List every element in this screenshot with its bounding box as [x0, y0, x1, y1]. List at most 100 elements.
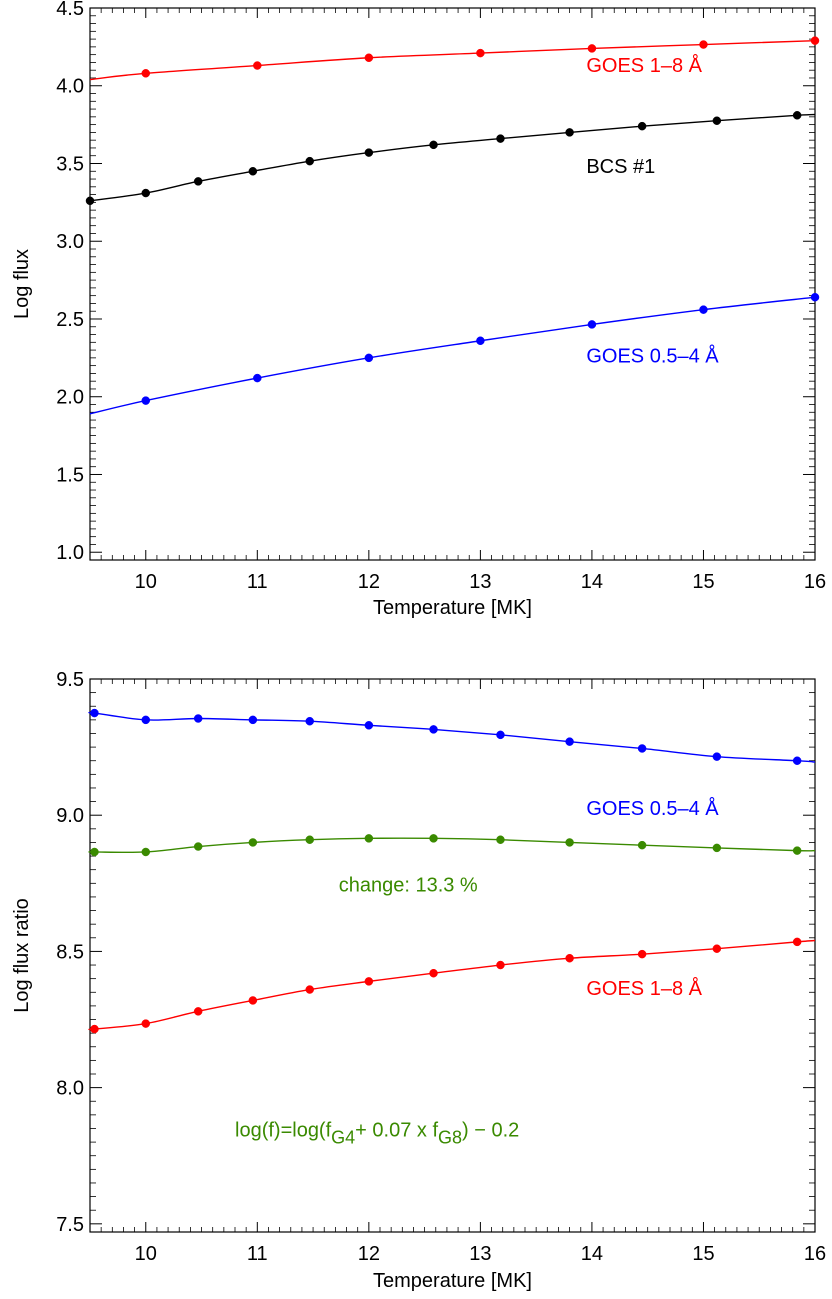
plot-frame: [89, 7, 816, 561]
x-tick-label: 15: [692, 571, 714, 593]
data-point: [364, 353, 374, 363]
data-point: [141, 1019, 151, 1028]
x-tick-label: 12: [358, 571, 380, 593]
annotation-label: BCS #1: [586, 156, 655, 178]
data-point: [305, 156, 314, 166]
data-point: [429, 834, 438, 843]
data-point: [364, 834, 374, 843]
data-point: [712, 843, 722, 853]
y-axis-label: Log flux: [11, 249, 33, 319]
annotation-label: GOES 1–8 Å: [586, 54, 702, 77]
data-point: [364, 148, 374, 157]
data-point: [810, 36, 820, 45]
x-tick-label: 14: [581, 571, 603, 593]
annotation-label: GOES 1–8 Å: [586, 977, 702, 1000]
data-point: [364, 721, 374, 730]
data-point: [565, 128, 574, 137]
data-point: [141, 69, 151, 78]
annotation-label: GOES 0.5–4 Å: [586, 797, 719, 820]
data-point: [253, 61, 262, 70]
x-tick-label: 10: [135, 1243, 157, 1265]
annotation-label: GOES 0.5–4 Å: [586, 345, 719, 368]
y-tick-label: 4.5: [56, 0, 84, 20]
y-tick-label: 3.5: [56, 153, 84, 175]
data-point: [90, 1024, 99, 1034]
data-point: [565, 953, 574, 963]
x-tick-label: 13: [469, 1243, 491, 1265]
data-point: [90, 847, 99, 857]
data-point: [699, 305, 708, 314]
data-point: [792, 937, 802, 947]
y-tick-label: 1.0: [56, 542, 84, 564]
formula-subscript: G4: [331, 1128, 355, 1148]
data-point: [810, 292, 820, 302]
data-point: [193, 714, 203, 723]
series: [88, 834, 816, 857]
series-line: [89, 113, 816, 202]
series: [88, 937, 816, 1034]
data-point: [496, 730, 505, 740]
data-point: [712, 116, 722, 125]
x-tick-label: 11: [247, 571, 268, 593]
data-point: [637, 840, 647, 850]
data-point: [712, 944, 722, 953]
y-tick-label: 8.5: [56, 941, 84, 963]
series: [89, 36, 820, 81]
x-tick-label: 12: [358, 1243, 380, 1265]
series-line: [88, 939, 816, 1031]
formula-part: ) − 0.2: [462, 1120, 519, 1142]
flux-panel: 10 11 12 13 14 15 16 1.0 1.5 2.0 2.5 3.0 3.5 4.0 4.5 Te…: [11, 0, 826, 619]
data-point: [792, 111, 802, 120]
series-line: [88, 711, 816, 763]
formula-subscript: G8: [438, 1128, 462, 1148]
x-tick-label: 15: [692, 1243, 714, 1265]
series-line: [89, 296, 816, 415]
data-point: [193, 1007, 203, 1016]
x-tick-label: 16: [804, 1243, 826, 1265]
data-point: [587, 320, 597, 329]
series: [89, 292, 820, 415]
data-point: [364, 53, 374, 63]
data-point: [637, 949, 647, 959]
data-point: [193, 842, 203, 851]
data-point: [565, 838, 574, 847]
series: [85, 111, 816, 206]
x-tick-label: 13: [469, 571, 491, 593]
data-point: [429, 968, 438, 978]
x-axis-label: Temperature [MK]: [373, 1270, 532, 1292]
data-point: [496, 960, 505, 970]
formula-part: log(f)=log(f: [235, 1120, 332, 1142]
series-line: [88, 837, 816, 854]
data-point: [248, 838, 258, 847]
data-point: [496, 134, 505, 143]
data-point: [429, 140, 438, 150]
data-point: [792, 846, 802, 855]
data-point: [248, 167, 258, 176]
data-point: [305, 835, 314, 844]
data-point: [305, 716, 314, 726]
y-tick-label: 2.5: [56, 309, 84, 331]
y-tick-label: 3.0: [56, 231, 84, 253]
data-point: [476, 48, 485, 58]
y-tick-label: 4.0: [56, 76, 84, 98]
data-point: [193, 177, 203, 186]
data-point: [85, 196, 95, 206]
data-point: [253, 373, 262, 383]
series-line: [89, 39, 816, 81]
formula-part: + 0.07 x f: [355, 1120, 438, 1142]
data-point: [305, 985, 314, 994]
data-point: [364, 977, 374, 986]
data-point: [141, 396, 151, 405]
data-point: [496, 835, 505, 844]
y-axis-label: Log flux ratio: [11, 898, 33, 1013]
data-point: [637, 744, 647, 753]
x-tick-label: 11: [247, 1243, 268, 1265]
data-point: [712, 752, 722, 761]
y-tick-label: 9.0: [56, 805, 84, 827]
plot-frame: [89, 678, 816, 1233]
y-tick-label: 9.5: [56, 669, 84, 691]
x-tick-label: 10: [135, 571, 157, 593]
data-point: [141, 847, 151, 857]
x-axis-label: Temperature [MK]: [373, 597, 532, 619]
